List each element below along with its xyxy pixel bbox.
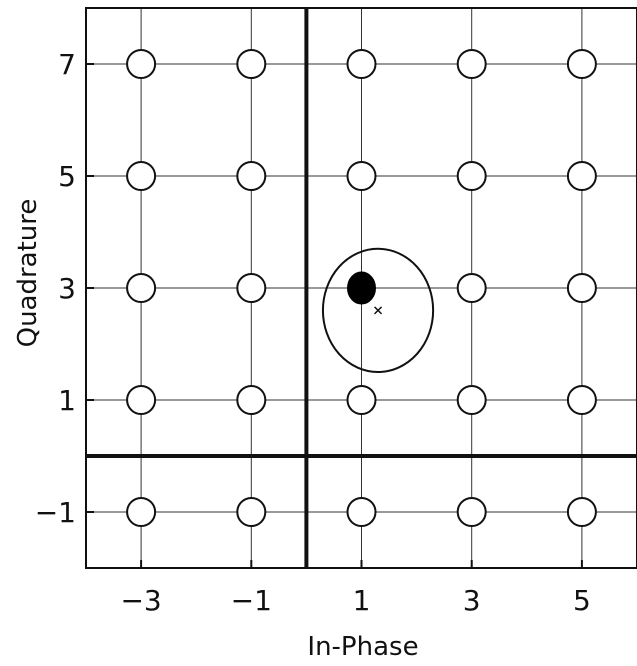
x-tick-label: −1 xyxy=(231,584,272,617)
y-tick-label: 5 xyxy=(58,160,76,193)
constellation-point xyxy=(346,49,377,79)
constellation-point xyxy=(566,273,597,303)
y-tick-label: 7 xyxy=(58,48,76,81)
y-tick-label: 1 xyxy=(58,384,76,417)
constellation-point xyxy=(236,273,267,303)
received-point-stroke xyxy=(373,306,383,315)
constellation-point xyxy=(456,273,487,303)
y-tick-label: −1 xyxy=(35,496,76,529)
uncertainty-ellipse xyxy=(321,247,435,373)
constellation-point xyxy=(566,497,597,527)
constellation-point xyxy=(346,497,377,527)
constellation-point xyxy=(456,385,487,415)
constellation-point xyxy=(126,497,157,527)
tick-labels-layer: −3 −1 1 3 5 −1 1 3 5 7 xyxy=(35,48,591,617)
constellation-point xyxy=(346,385,377,415)
constellation-point xyxy=(456,497,487,527)
x-tick-label: 1 xyxy=(353,584,371,617)
transmitted-point xyxy=(347,271,376,305)
constellation-point xyxy=(236,161,267,191)
constellation-point xyxy=(456,161,487,191)
constellation-point xyxy=(566,385,597,415)
x-axis-label: In-Phase xyxy=(307,632,418,662)
constellation-point xyxy=(346,161,377,191)
constellation-point xyxy=(456,49,487,79)
constellation-point xyxy=(126,273,157,303)
constellation-point xyxy=(566,49,597,79)
constellation-point xyxy=(236,385,267,415)
constellation-point xyxy=(126,385,157,415)
x-tick-label: 3 xyxy=(463,584,481,617)
constellation-point xyxy=(566,161,597,191)
y-tick-label: 3 xyxy=(58,272,76,305)
constellation-point xyxy=(236,49,267,79)
marks-layer xyxy=(126,49,597,527)
constellation-point xyxy=(236,497,267,527)
y-axis-label: Quadrature xyxy=(13,199,43,348)
constellation-point xyxy=(126,49,157,79)
axes-layer xyxy=(85,7,637,569)
x-tick-label: −3 xyxy=(120,584,161,617)
x-tick-label: 5 xyxy=(573,584,591,617)
received-point-marker xyxy=(373,306,383,315)
constellation-point xyxy=(126,161,157,191)
